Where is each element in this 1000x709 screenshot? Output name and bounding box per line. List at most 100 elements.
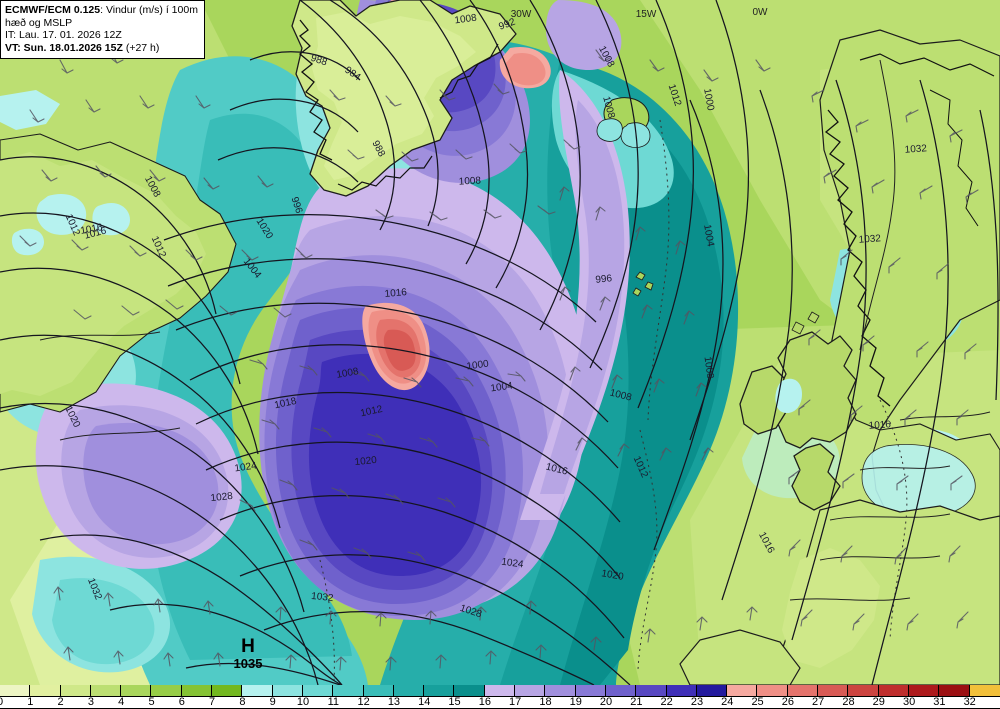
legend-swatch[interactable] — [90, 685, 122, 697]
legend-swatch[interactable] — [302, 685, 334, 697]
isobar-label: 1016 — [384, 287, 408, 300]
legend-tick: 1 — [27, 696, 34, 708]
legend-swatch[interactable] — [636, 685, 667, 697]
isobar-label: 1000 — [466, 358, 490, 372]
legend-tick-labels: 0123456789101112131415161718192021222324… — [0, 696, 1000, 709]
isobar-label: 1012 — [359, 404, 383, 419]
isobar-label: 1024 — [501, 557, 525, 571]
legend-swatch[interactable] — [212, 685, 243, 697]
legend-swatch[interactable] — [121, 685, 152, 697]
legend-tick: 14 — [418, 696, 431, 708]
model-name: ECMWF/ECM 0.125 — [5, 4, 101, 16]
isobar-label: 1032 — [311, 591, 335, 604]
legend-tick: 16 — [478, 696, 491, 708]
legend-swatch[interactable] — [908, 685, 940, 697]
isobar-label: 1008 — [336, 366, 360, 381]
parameter-label-2: hæð og MSLP — [5, 16, 73, 29]
legend-tick: 25 — [751, 696, 764, 708]
legend-tick: 8 — [239, 696, 246, 708]
valid-time-line: VT: Sun. 18.01.2026 15Z (+27 h) — [5, 42, 198, 55]
legend-tick: 2 — [57, 696, 64, 708]
legend-swatch[interactable] — [969, 685, 1000, 697]
isobar-label: 1008 — [458, 175, 481, 187]
legend-tick: 28 — [842, 696, 855, 708]
isobar-label: 1032 — [858, 233, 881, 246]
legend-swatch[interactable] — [757, 685, 788, 697]
legend-tick: 12 — [357, 696, 370, 708]
legend-swatch[interactable] — [666, 685, 697, 697]
isobar-label: 1008 — [454, 12, 478, 26]
isobar-label: 1016 — [868, 419, 891, 432]
legend-swatch[interactable] — [60, 685, 91, 697]
legend-tick: 7 — [209, 696, 216, 708]
legend-swatch[interactable] — [0, 685, 31, 697]
legend-tick: 6 — [178, 696, 185, 708]
legend-swatch[interactable] — [454, 685, 485, 697]
legend-swatch[interactable] — [878, 685, 909, 697]
longitude-label: 0W — [753, 7, 769, 18]
legend-swatch[interactable] — [272, 685, 303, 697]
longitude-label-layer: 30W 15W 0W — [511, 7, 768, 20]
legend-tick: 20 — [599, 696, 613, 708]
legend-swatch[interactable] — [424, 685, 455, 697]
legend-swatch[interactable] — [727, 685, 758, 697]
legend-tick: 27 — [812, 696, 825, 708]
legend-tick: 24 — [721, 696, 734, 708]
legend-swatch[interactable] — [939, 685, 970, 697]
map-canvas[interactable]: 1008 1012 1008 1008 992 984 988 988 1008 996 1004 1… — [0, 0, 1000, 685]
legend-tick: 0 — [0, 696, 3, 708]
isobar-label: 1024 — [234, 460, 258, 474]
init-time-label: IT: Lau. 17. 01. 2026 12Z — [5, 29, 122, 42]
legend-tick: 26 — [781, 696, 794, 708]
valid-time-label: VT: Sun. 18.01.2026 15Z — [5, 41, 123, 54]
isobar-label: 1016 — [544, 462, 569, 478]
legend-swatch[interactable] — [484, 685, 516, 697]
legend-color-bar[interactable] — [0, 685, 1000, 697]
legend-tick: 30 — [902, 696, 916, 708]
legend-swatch[interactable] — [151, 685, 182, 697]
legend-swatch[interactable] — [787, 685, 819, 697]
legend-swatch[interactable] — [515, 685, 546, 697]
legend-tick: 3 — [87, 696, 94, 708]
high-pressure-marker: H — [241, 636, 255, 657]
isobar-label: 1004 — [701, 224, 716, 248]
legend-swatch[interactable] — [696, 685, 728, 697]
legend-swatch[interactable] — [545, 685, 576, 697]
legend-tick: 23 — [690, 696, 704, 708]
legend-swatch[interactable] — [818, 685, 849, 697]
lead-time-label: (+27 h) — [122, 41, 160, 54]
isobar-label: 1008 — [701, 356, 715, 380]
legend-tick: 5 — [148, 696, 155, 708]
parameter-label: : Vindur (m/s) í 100m — [100, 4, 198, 16]
isobar-label: 1016 — [83, 225, 108, 241]
legend-tick: 31 — [933, 696, 946, 708]
info-model-line: ECMWF/ECM 0.125: Vindur (m/s) í 100m — [5, 4, 198, 17]
wind-speed-legend[interactable]: 0123456789101112131415161718192021222324… — [0, 685, 1000, 709]
isobar-label: 1004 — [490, 380, 514, 394]
legend-tick: 32 — [963, 696, 976, 708]
longitude-label: 30W — [511, 9, 532, 20]
legend-swatch[interactable] — [605, 685, 637, 697]
forecast-info-box: ECMWF/ECM 0.125: Vindur (m/s) í 100m hæð… — [0, 0, 205, 60]
legend-tick: 4 — [118, 696, 125, 708]
legend-swatch[interactable] — [242, 685, 273, 697]
legend-tick: 21 — [630, 696, 643, 708]
isobar-label: 1020 — [354, 455, 378, 468]
legend-tick: 13 — [387, 696, 401, 708]
legend-swatch[interactable] — [363, 685, 394, 697]
legend-tick: 9 — [269, 696, 276, 708]
map-svg: 1008101210081008992984988988100899610041… — [0, 0, 1000, 685]
longitude-label: 15W — [636, 9, 657, 20]
legend-swatch[interactable] — [181, 685, 213, 697]
legend-tick: 10 — [296, 696, 310, 708]
high-pressure-value: 1035 — [234, 656, 263, 671]
legend-swatch[interactable] — [393, 685, 425, 697]
legend-swatch[interactable] — [30, 685, 61, 697]
legend-tick: 18 — [539, 696, 552, 708]
legend-swatch[interactable] — [848, 685, 879, 697]
legend-swatch[interactable] — [575, 685, 606, 697]
legend-tick: 29 — [872, 696, 885, 708]
legend-swatch[interactable] — [333, 685, 364, 697]
